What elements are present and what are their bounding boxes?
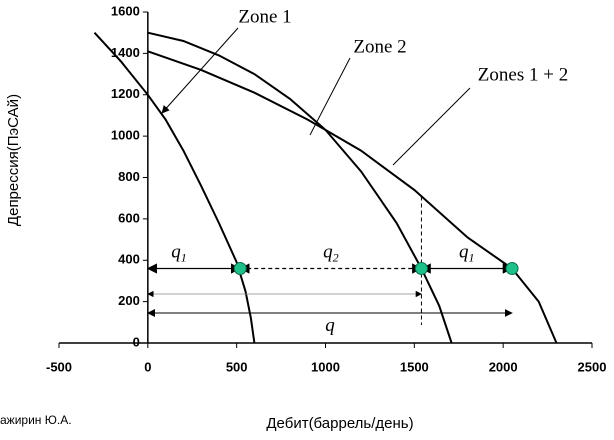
zone-pointers [161,27,471,166]
y-tick-label: 600 [118,210,140,225]
x-tick-label: 2000 [489,359,518,374]
credit: ажирин Ю.А. [0,413,72,427]
dimension-label-sub: 2 [333,250,339,264]
curve [93,32,256,344]
x-axis-title: Дебит(баррель/день) [266,415,413,432]
x-tick-label: 0 [144,359,151,374]
curve [147,31,453,344]
y-tick-label: 200 [118,293,140,308]
zone-label: Zone 1 [238,6,291,27]
y-tick-label: 400 [118,252,140,267]
x-tick-label: -500 [46,359,72,374]
point [505,262,519,276]
dimension-label-text: q [323,242,333,263]
x-tick-label: 1500 [400,359,429,374]
y-tick-label: 1200 [111,86,140,101]
y-tick-label: 1400 [111,45,140,60]
y-tick-label: 800 [118,169,140,184]
point [414,262,428,276]
y-tick-label: 0 [133,334,140,349]
zone-label: Zone 2 [353,36,406,57]
dimension-label: q1 [171,242,187,264]
dimension-label: q1 [459,242,475,264]
y-tick-label: 1000 [111,128,140,143]
y-tick-label: 1600 [111,3,140,18]
x-tick-label: 500 [226,359,248,374]
dimension-label-text: q [459,242,469,263]
curve [147,50,558,344]
dimension-label-text: q [325,315,335,336]
x-tick-label: 2500 [578,359,607,374]
dimension-label-sub: 1 [181,250,187,264]
zone-label: Zones 1 + 2 [478,64,568,85]
dimension-label-text: q [171,242,181,263]
point [233,262,247,276]
dimension-label: q [325,315,335,336]
dimension-label: q2 [323,242,339,264]
x-tick-label: 1000 [311,359,340,374]
y-axis-title: Депрессия(ПэСАй) [5,94,22,226]
dimension-label-sub: 1 [468,250,474,264]
